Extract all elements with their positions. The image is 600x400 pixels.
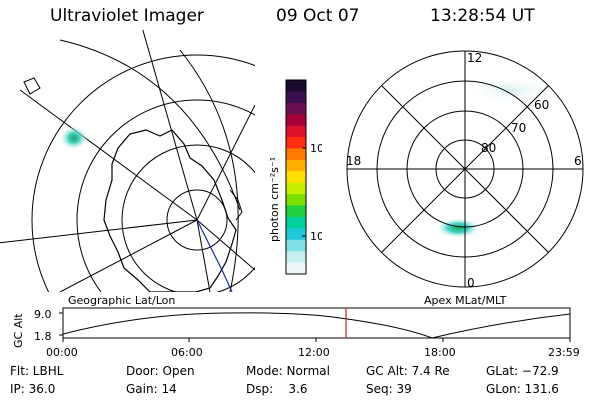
geo-meridian xyxy=(196,104,255,221)
mlt-label-18: 18 xyxy=(346,154,361,168)
mlat-label-80: 80 xyxy=(481,141,496,155)
colorbar-swatch xyxy=(286,205,306,218)
colorbar-swatch xyxy=(286,171,306,184)
time-label: 13:28:54 UT xyxy=(430,6,535,26)
colorbar-swatch xyxy=(286,114,306,127)
geo-meridian xyxy=(59,219,198,292)
timeline-ytick-max: 9.0 xyxy=(34,308,52,321)
colorbar-swatch xyxy=(286,251,306,264)
gc-alt-info: GC Alt: 7.4 Re xyxy=(366,364,450,378)
colorbar-graphic: 100 10 photon cm⁻²s⁻¹ xyxy=(268,79,331,275)
mlat-label-60: 60 xyxy=(534,98,549,112)
altitude-curve xyxy=(62,312,571,339)
geo-limb-arc xyxy=(59,39,241,211)
polar-meridian-diag xyxy=(381,85,549,253)
mlat-label-70: 70 xyxy=(511,121,526,135)
colorbar-swatch xyxy=(286,125,306,138)
aurora-diffuse xyxy=(470,78,550,102)
mlt-label-12: 12 xyxy=(467,51,482,65)
colorbar-swatch xyxy=(286,194,306,207)
geo-limb-arc xyxy=(179,49,239,292)
colorbar-swatch xyxy=(286,262,306,275)
timeline-xtick-0600: 06:00 xyxy=(171,346,203,359)
geo-lat-circle xyxy=(31,54,255,292)
coastline xyxy=(23,77,41,95)
geo-panel-label: Geographic Lat/Lon xyxy=(68,294,175,307)
colorbar-swatch xyxy=(286,91,306,104)
colorbar-swatch xyxy=(286,102,306,115)
glat-info: GLat: −72.9 xyxy=(486,364,559,378)
geo-lat-circle xyxy=(166,189,228,251)
date-label: 09 Oct 07 xyxy=(276,6,360,26)
timeline-xtick-0000: 00:00 xyxy=(46,346,78,359)
polar-map: 12 18 6 0 60 70 80 xyxy=(346,50,584,290)
filter-info: Flt: LBHL xyxy=(10,364,64,378)
colorbar-swatch xyxy=(286,148,306,161)
geo-meridian xyxy=(0,219,198,244)
aurora-emission xyxy=(436,218,480,238)
door-info: Door: Open xyxy=(126,364,195,378)
dsp-info: Dsp: 3.6 xyxy=(246,382,308,396)
coastline xyxy=(229,189,243,221)
instrument-title: Ultraviolet Imager xyxy=(50,6,204,26)
geo-meridian xyxy=(196,219,211,292)
mode-info: Mode: Normal xyxy=(246,364,330,378)
timeline-frame xyxy=(62,307,571,339)
colorbar-swatch xyxy=(286,216,306,229)
geo-lat-circle xyxy=(76,99,255,292)
aurora-emission xyxy=(60,126,88,150)
mlt-label-0: 0 xyxy=(467,276,475,290)
polar-panel-label: Apex MLat/MLT xyxy=(424,294,507,307)
timeline-xtick-1800: 18:00 xyxy=(424,346,456,359)
altitude-timeline: Geographic Lat/Lon Apex MLat/MLT GC Alt … xyxy=(12,294,580,359)
colorbar-tick-label-100: 100 xyxy=(310,142,322,155)
seq-info: Seq: 39 xyxy=(366,382,412,396)
terminator-line xyxy=(196,219,233,292)
colorbar-swatch xyxy=(286,182,306,195)
ip-info: IP: 36.0 xyxy=(10,382,56,396)
colorbar-swatch xyxy=(286,137,306,149)
timeline-ytick-min: 1.8 xyxy=(34,330,52,343)
mlt-label-6: 6 xyxy=(574,154,582,168)
colorbar-swatch xyxy=(286,80,306,92)
timeline-axis-label: GC Alt xyxy=(12,313,25,348)
glon-info: GLon: 131.6 xyxy=(486,382,559,396)
colorbar-tick-label-10: 10 xyxy=(310,230,322,243)
colorbar-swatch xyxy=(286,159,306,172)
gain-info: Gain: 14 xyxy=(126,382,177,396)
timeline-xtick-1200: 12:00 xyxy=(298,346,330,359)
geo-meridian xyxy=(19,89,198,221)
colorbar-swatch xyxy=(286,239,306,252)
colorbar-label: photon cm⁻²s⁻¹ xyxy=(268,157,281,242)
geo-meridian xyxy=(142,30,198,221)
timeline-xtick-2359: 23:59 xyxy=(548,346,580,359)
colorbar: 100 10 photon cm⁻²s⁻¹ xyxy=(262,72,331,286)
coastline xyxy=(103,129,237,292)
geographic-map xyxy=(0,30,255,292)
geo-meridian xyxy=(196,219,255,271)
colorbar-frame xyxy=(285,79,307,275)
colorbar-swatch xyxy=(286,228,306,241)
geo-lat-circle xyxy=(121,144,255,292)
